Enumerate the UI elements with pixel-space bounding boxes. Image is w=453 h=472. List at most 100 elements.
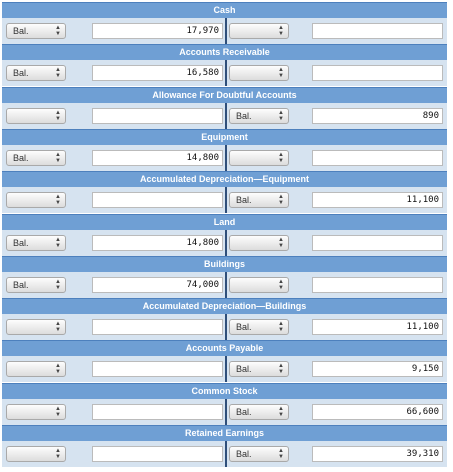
account-title: Common Stock — [2, 382, 447, 399]
up-down-chevron-icon: ▲ ▼ — [55, 448, 61, 460]
credit-label-select[interactable]: ▲ ▼ — [229, 65, 289, 82]
up-down-chevron-icon: ▲ ▼ — [55, 363, 61, 376]
credit-label-select[interactable]: ▲ ▼ — [229, 234, 289, 251]
account-title: Accumulated Depreciation—Buildings — [2, 298, 447, 315]
debit-label-value: Bal. — [13, 237, 29, 248]
debit-label-select[interactable]: ▲ ▼ — [6, 192, 66, 209]
credit-amount-input[interactable]: 890 — [312, 107, 443, 124]
t-account-divider — [225, 441, 227, 467]
up-down-chevron-icon: ▲ ▼ — [55, 67, 61, 80]
credit-label-select[interactable]: Bal. ▲ ▼ — [229, 192, 289, 209]
account-entry-row: Bal. ▲ ▼ 16,580 ▲ ▼ — [2, 60, 447, 87]
up-down-chevron-icon: ▲ ▼ — [55, 151, 61, 164]
credit-amount-input[interactable] — [312, 65, 443, 82]
debit-label-select[interactable]: ▲ ▼ — [6, 403, 66, 420]
credit-label-select[interactable]: Bal. ▲ ▼ — [229, 107, 289, 124]
debit-label-select[interactable]: Bal. ▲ ▼ — [6, 276, 66, 293]
account-entry-row: ▲ ▼ Bal. ▲ ▼ 9,150 — [2, 356, 447, 383]
credit-amount-input[interactable]: 11,100 — [312, 192, 443, 209]
credit-amount-input[interactable]: 66,600 — [312, 403, 443, 420]
t-account: Buildings Bal. ▲ ▼ 74,000 ▲ ▼ — [0, 255, 453, 299]
credit-label-value: Bal. — [236, 449, 252, 459]
debit-amount-input[interactable] — [92, 403, 223, 420]
debit-label-select[interactable]: Bal. ▲ ▼ — [6, 23, 66, 39]
debit-label-select[interactable]: ▲ ▼ — [6, 446, 66, 462]
up-down-chevron-icon: ▲ ▼ — [278, 405, 284, 418]
up-down-chevron-icon: ▲ ▼ — [278, 448, 284, 460]
debit-amount-input[interactable]: 14,800 — [92, 149, 223, 166]
credit-amount-input[interactable] — [312, 23, 443, 39]
debit-amount-input[interactable] — [92, 319, 223, 336]
t-account: Accumulated Depreciation—Buildings ▲ ▼ Bal.… — [0, 298, 453, 341]
credit-amount-input[interactable] — [312, 276, 443, 293]
up-down-chevron-icon: ▲ ▼ — [55, 194, 61, 207]
t-account: Retained Earnings ▲ ▼ Bal. ▲ ▼ 39,310 — [0, 425, 453, 468]
account-entry-row: Bal. ▲ ▼ 14,800 ▲ ▼ — [2, 144, 447, 171]
credit-label-select[interactable]: Bal. ▲ ▼ — [229, 403, 289, 420]
account-title: Buildings — [2, 255, 447, 272]
credit-amount-input[interactable]: 9,150 — [312, 361, 443, 378]
debit-label-select[interactable]: ▲ ▼ — [6, 107, 66, 124]
t-account: Accounts Payable ▲ ▼ Bal. ▲ ▼ 9,150 — [0, 340, 453, 383]
credit-label-select[interactable]: ▲ ▼ — [229, 149, 289, 166]
debit-label-select[interactable]: Bal. ▲ ▼ — [6, 149, 66, 166]
t-account-divider — [225, 187, 227, 214]
debit-amount-input[interactable] — [92, 446, 223, 462]
up-down-chevron-icon: ▲ ▼ — [278, 151, 284, 164]
up-down-chevron-icon: ▲ ▼ — [278, 67, 284, 80]
up-down-chevron-icon: ▲ ▼ — [55, 278, 61, 291]
credit-label-value: Bal. — [236, 322, 252, 333]
up-down-chevron-icon: ▲ ▼ — [278, 194, 284, 207]
account-entry-row: ▲ ▼ Bal. ▲ ▼ 11,100 — [2, 314, 447, 341]
credit-label-select[interactable]: Bal. ▲ ▼ — [229, 361, 289, 378]
t-account-divider — [225, 271, 227, 298]
account-title: Retained Earnings — [2, 425, 447, 441]
t-account: Equipment Bal. ▲ ▼ 14,800 ▲ ▼ — [0, 128, 453, 172]
debit-label-select[interactable]: Bal. ▲ ▼ — [6, 65, 66, 82]
up-down-chevron-icon: ▲ ▼ — [55, 321, 61, 334]
t-account-divider — [225, 102, 227, 129]
credit-label-value: Bal. — [236, 195, 252, 206]
t-account: Accounts Receivable Bal. ▲ ▼ 16,580 ▲ ▼ — [0, 44, 453, 87]
t-account: Cash Bal. ▲ ▼ 17,970 ▲ ▼ — [0, 2, 453, 45]
up-down-chevron-icon: ▲ ▼ — [55, 109, 61, 122]
t-account: Accumulated Depreciation—Equipment ▲ ▼ Bal.… — [0, 171, 453, 214]
account-title: Accumulated Depreciation—Equipment — [2, 171, 447, 188]
credit-label-select[interactable]: ▲ ▼ — [229, 23, 289, 39]
account-title: Land — [2, 213, 447, 230]
credit-label-select[interactable]: ▲ ▼ — [229, 276, 289, 293]
account-title: Allowance For Doubtful Accounts — [2, 86, 447, 103]
debit-label-select[interactable]: ▲ ▼ — [6, 319, 66, 336]
credit-amount-input[interactable] — [312, 149, 443, 166]
t-account-divider — [225, 18, 227, 44]
debit-amount-input[interactable] — [92, 361, 223, 378]
debit-amount-input[interactable] — [92, 192, 223, 209]
debit-amount-input[interactable]: 74,000 — [92, 276, 223, 293]
up-down-chevron-icon: ▲ ▼ — [278, 236, 284, 249]
up-down-chevron-icon: ▲ ▼ — [278, 109, 284, 122]
credit-label-select[interactable]: Bal. ▲ ▼ — [229, 446, 289, 462]
credit-amount-input[interactable]: 39,310 — [312, 446, 443, 462]
debit-amount-input[interactable]: 14,800 — [92, 234, 223, 251]
up-down-chevron-icon: ▲ ▼ — [278, 321, 284, 334]
debit-label-select[interactable]: ▲ ▼ — [6, 361, 66, 378]
debit-label-value: Bal. — [13, 68, 29, 79]
account-title: Accounts Payable — [2, 340, 447, 357]
account-entry-row: ▲ ▼ Bal. ▲ ▼ 66,600 — [2, 398, 447, 425]
account-title: Cash — [2, 2, 447, 18]
debit-amount-input[interactable]: 16,580 — [92, 65, 223, 82]
debit-amount-input[interactable]: 17,970 — [92, 23, 223, 39]
debit-amount-input[interactable] — [92, 107, 223, 124]
t-account: Land Bal. ▲ ▼ 14,800 ▲ ▼ — [0, 213, 453, 257]
debit-label-select[interactable]: Bal. ▲ ▼ — [6, 234, 66, 251]
up-down-chevron-icon: ▲ ▼ — [278, 278, 284, 291]
t-account-divider — [225, 398, 227, 425]
t-account-divider — [225, 229, 227, 256]
account-entry-row: Bal. ▲ ▼ 14,800 ▲ ▼ — [2, 229, 447, 256]
credit-label-select[interactable]: Bal. ▲ ▼ — [229, 319, 289, 336]
credit-amount-input[interactable] — [312, 234, 443, 251]
credit-amount-input[interactable]: 11,100 — [312, 319, 443, 336]
t-account-divider — [225, 60, 227, 87]
t-account-divider — [225, 314, 227, 341]
